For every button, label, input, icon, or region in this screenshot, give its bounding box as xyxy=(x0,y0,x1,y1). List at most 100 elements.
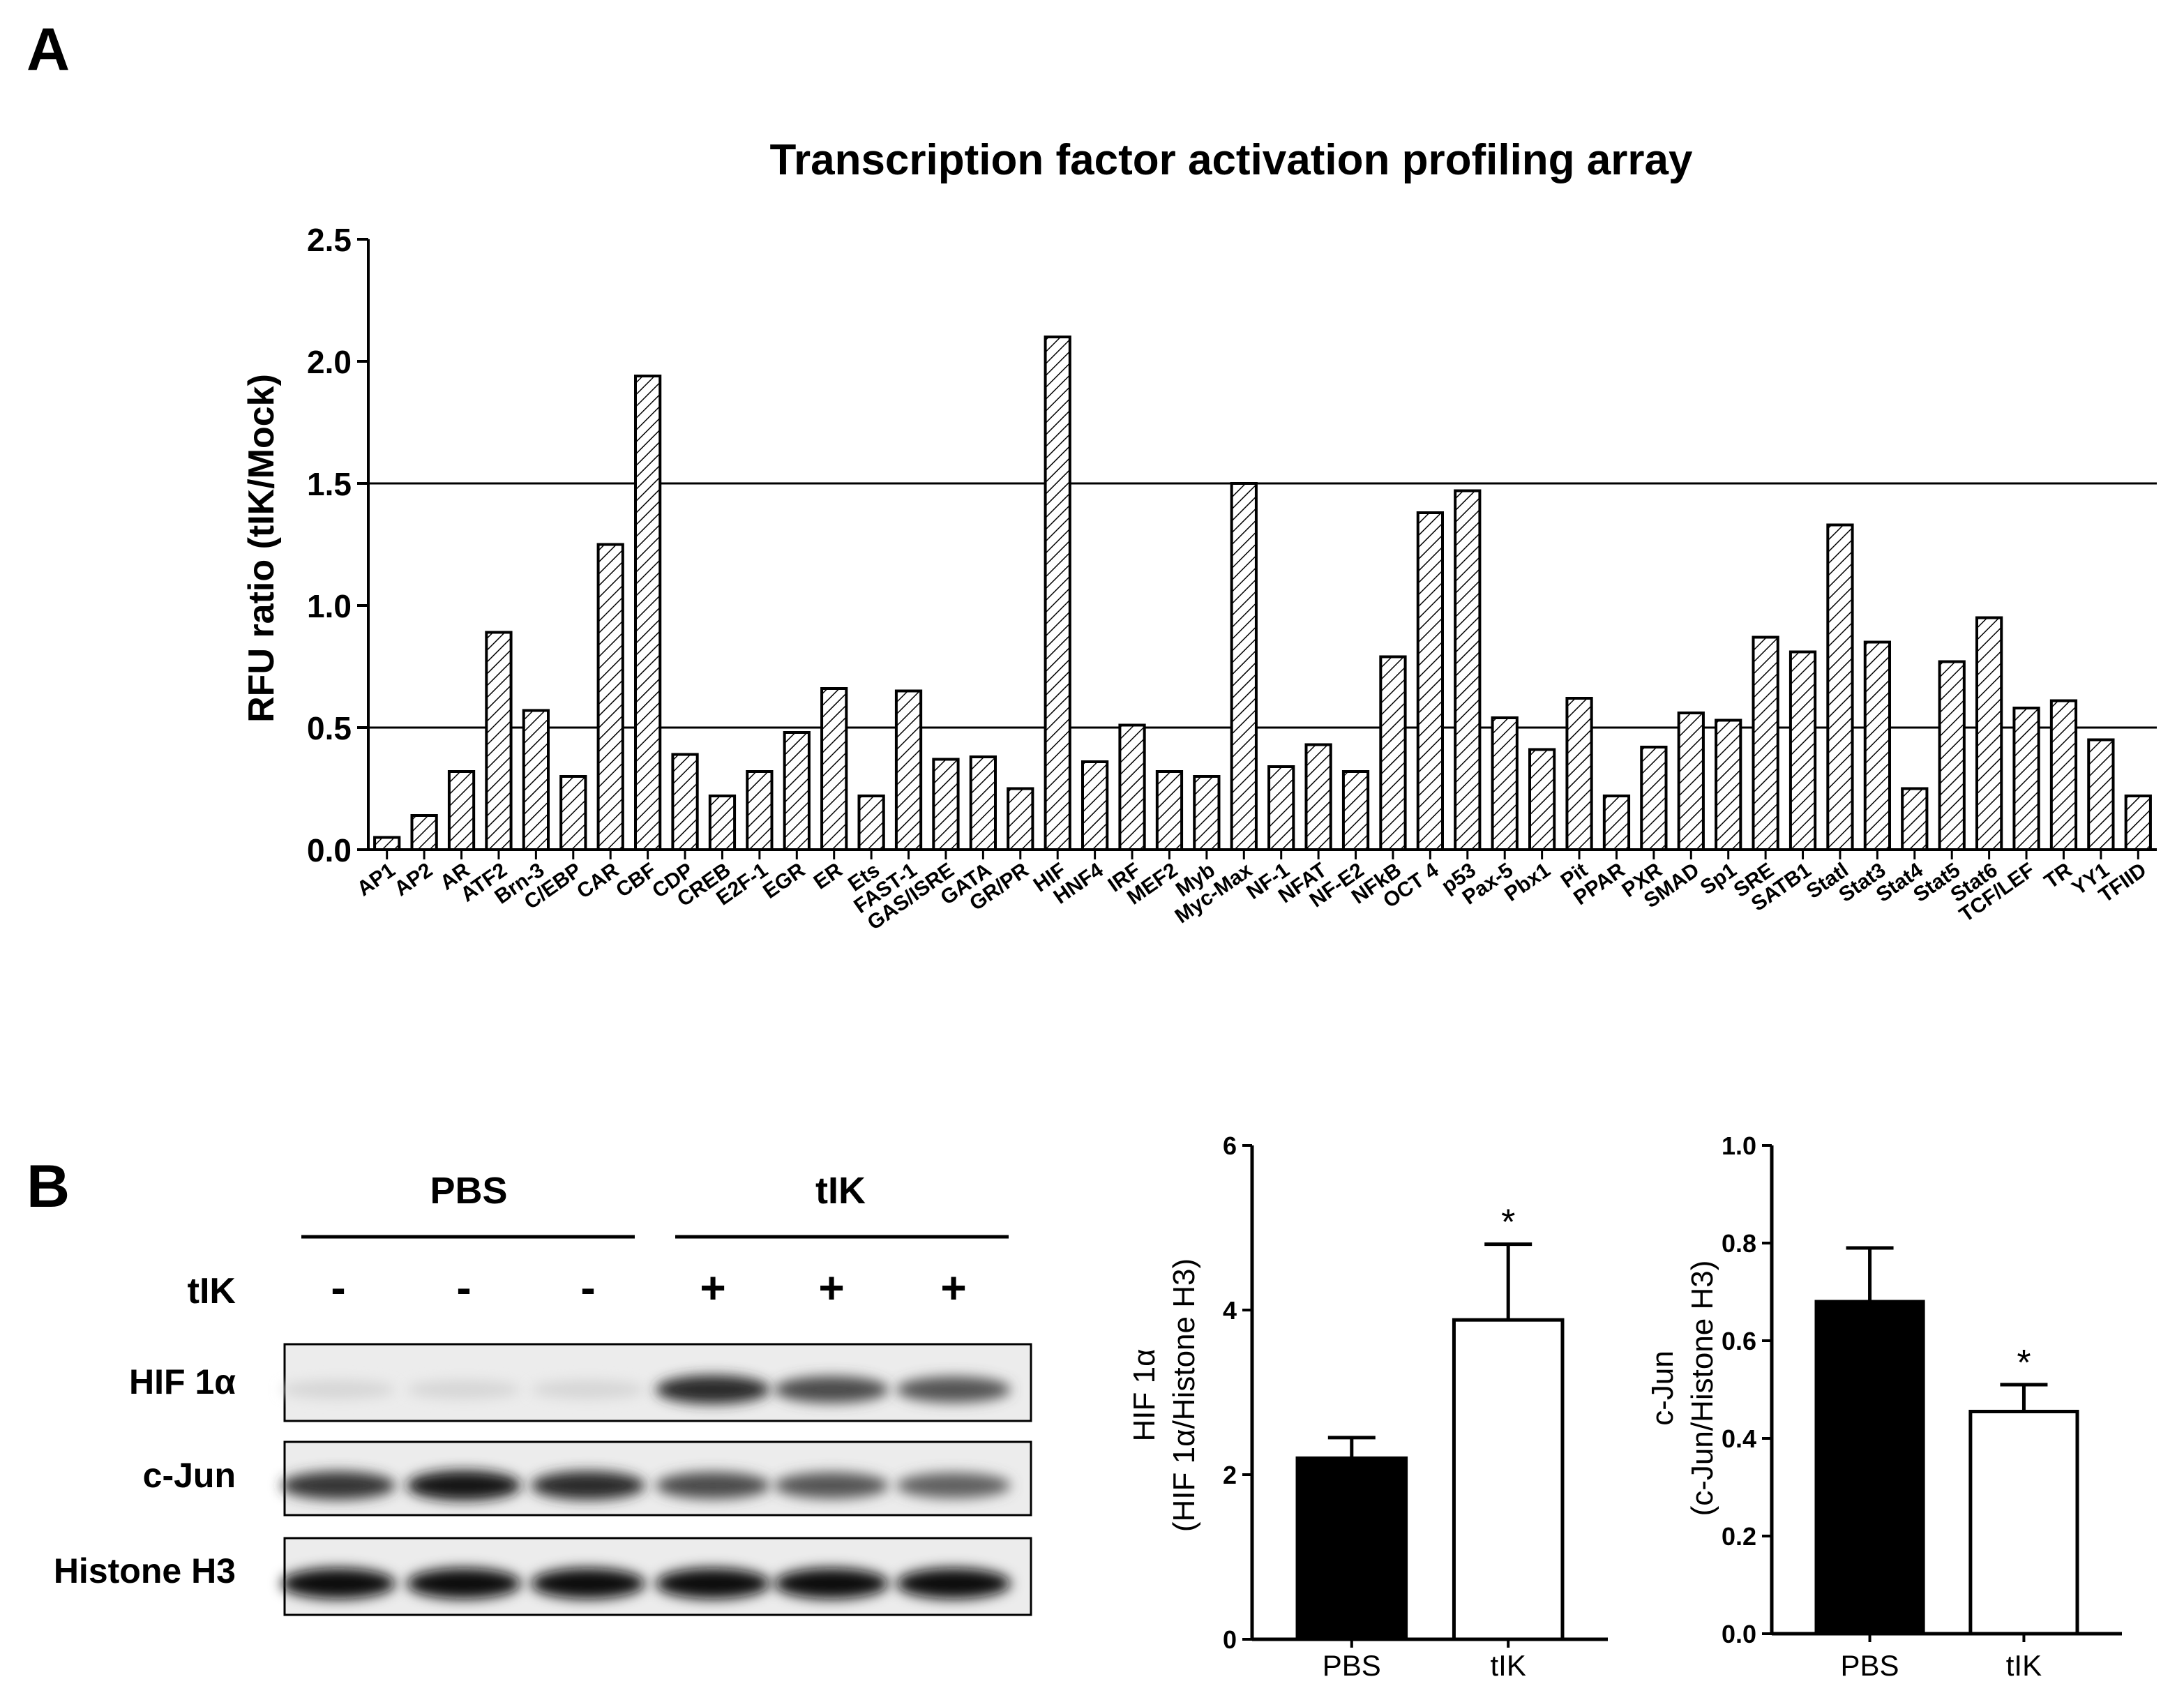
blot-group-label-pbs: PBS xyxy=(430,1170,507,1212)
bar-stat6 xyxy=(1975,616,2003,851)
blot-band xyxy=(774,1376,889,1404)
y-tick-label: 1.5 xyxy=(307,466,352,502)
bar-ap2 xyxy=(410,814,438,851)
y-tick-label: 0.0 xyxy=(1722,1620,1756,1648)
blot-band xyxy=(896,1376,1011,1403)
x-tick-label: AP2 xyxy=(390,859,437,901)
blot-band xyxy=(407,1568,521,1599)
treatment-sign: + xyxy=(818,1263,844,1313)
bar-hnf4 xyxy=(1080,760,1109,851)
blot-row-label: HIF 1α xyxy=(129,1362,236,1401)
x-tick-label: PBS xyxy=(1323,1649,1381,1682)
x-tick-label: Sp1 xyxy=(1696,859,1741,900)
y-tick-label: 0 xyxy=(1223,1625,1237,1654)
x-tick-label: tIK xyxy=(2006,1649,2042,1682)
hif-y-label-line1: HIF 1α xyxy=(1127,1348,1161,1441)
y-tick-label: 2 xyxy=(1223,1461,1237,1489)
bar-ppar xyxy=(1602,795,1631,851)
bar-egr xyxy=(783,731,811,851)
bar-pxr xyxy=(1640,746,1668,851)
bar-statl xyxy=(1826,523,1854,851)
bar-p53 xyxy=(1454,489,1482,851)
blot-band xyxy=(656,1375,770,1404)
blot-row-label: Histone H3 xyxy=(54,1551,236,1590)
treatment-sign: - xyxy=(580,1263,595,1313)
bar-smad xyxy=(1677,712,1705,851)
blot-band xyxy=(281,1380,396,1399)
y-tick-label: 0.0 xyxy=(307,832,352,868)
bar-yy1 xyxy=(2087,738,2115,851)
y-tick-label: 0.2 xyxy=(1722,1522,1756,1551)
x-tick-label: TR xyxy=(2040,859,2077,894)
bar-tfiid xyxy=(2124,795,2152,851)
bar-oct-4 xyxy=(1416,511,1445,851)
y-tick-label: 0.6 xyxy=(1722,1327,1756,1355)
blot-treatment-label: tIK xyxy=(188,1271,236,1311)
bar-tcf-lef xyxy=(2012,707,2040,851)
treatment-sign: - xyxy=(456,1263,471,1313)
treatment-sign: - xyxy=(331,1263,345,1313)
bar-tik xyxy=(1452,1318,1565,1641)
blot-band xyxy=(531,1470,645,1500)
blot-band xyxy=(281,1568,396,1599)
bar-cbf xyxy=(633,375,662,851)
bar-atf2 xyxy=(485,631,513,851)
bar-pbs xyxy=(1295,1456,1408,1641)
bar-ap1 xyxy=(373,836,401,851)
bar-ets xyxy=(857,795,885,851)
bar-nf-e2 xyxy=(1341,770,1370,851)
x-tick-label: EGR xyxy=(759,859,809,904)
blot-row-label: c-Jun xyxy=(143,1456,236,1495)
blot-band xyxy=(407,1470,521,1501)
bar-satb1 xyxy=(1788,650,1817,851)
panel-a-title: Transcription factor activation profilin… xyxy=(770,136,1693,184)
x-tick-label: tIK xyxy=(1491,1649,1526,1682)
bar-e2f-1 xyxy=(746,770,774,851)
cjun-bar-chart: c-Jun (c-Jun/Histone H3) * 0.0 0.2 0.4 0.6 0… xyxy=(1645,1131,2122,1682)
panel-a-label: A xyxy=(27,16,70,83)
bar-c-ebp xyxy=(559,775,587,851)
y-tick-label: 1.0 xyxy=(307,588,352,624)
treatment-sign: + xyxy=(700,1263,725,1313)
blot-band xyxy=(774,1568,889,1599)
bar-pax-5 xyxy=(1491,716,1519,851)
bar-gata xyxy=(969,755,997,851)
y-tick-label: 4 xyxy=(1223,1296,1237,1325)
panel-a-y-axis-label: RFU ratio (tIK/Mock) xyxy=(241,374,282,723)
bar-ar xyxy=(447,770,476,851)
bar-mef2 xyxy=(1155,770,1184,851)
x-tick-label: ER xyxy=(810,859,847,894)
bar-creb xyxy=(708,795,737,851)
x-tick-label: PBS xyxy=(1841,1649,1899,1682)
blot-band xyxy=(774,1472,889,1499)
bar-car xyxy=(596,543,624,851)
cjun-y-label-line1: c-Jun xyxy=(1645,1350,1680,1426)
cjun-y-label-line2: (c-Jun/Histone H3) xyxy=(1685,1261,1719,1517)
bar-brn-3 xyxy=(522,709,550,851)
blot-band xyxy=(531,1568,645,1599)
bar-pbx1 xyxy=(1528,748,1556,851)
bar-cdp xyxy=(671,753,699,851)
western-blot: PBS tIK tIK - - - + + + HIF 1α c-Jun Histone H3 xyxy=(54,1170,1032,1616)
blot-band xyxy=(407,1380,521,1399)
bar-gr-pr xyxy=(1007,787,1034,851)
bar-er xyxy=(820,687,848,851)
bar-fast-1 xyxy=(894,689,923,851)
blot-band xyxy=(656,1568,770,1599)
bar-myb xyxy=(1193,775,1221,851)
bar-pbs xyxy=(1814,1300,1925,1636)
blot-band xyxy=(531,1380,645,1399)
blot-band xyxy=(896,1473,1011,1498)
hif-bar-chart: HIF 1α (HIF 1α/Histone H3) * 0 2 4 6 PBS tIK xyxy=(1127,1131,1608,1682)
bar-stat5 xyxy=(1938,660,1966,851)
treatment-sign: + xyxy=(940,1263,966,1313)
bar-stat4 xyxy=(1901,787,1929,851)
bar-gas-isre xyxy=(932,758,960,851)
significance-marker: * xyxy=(1501,1203,1515,1243)
bar-sre xyxy=(1752,635,1779,851)
bar-nf-1 xyxy=(1267,765,1295,851)
y-tick-label: 0.4 xyxy=(1722,1424,1756,1453)
bar-tik xyxy=(1968,1410,2079,1636)
blot-band xyxy=(281,1471,396,1500)
